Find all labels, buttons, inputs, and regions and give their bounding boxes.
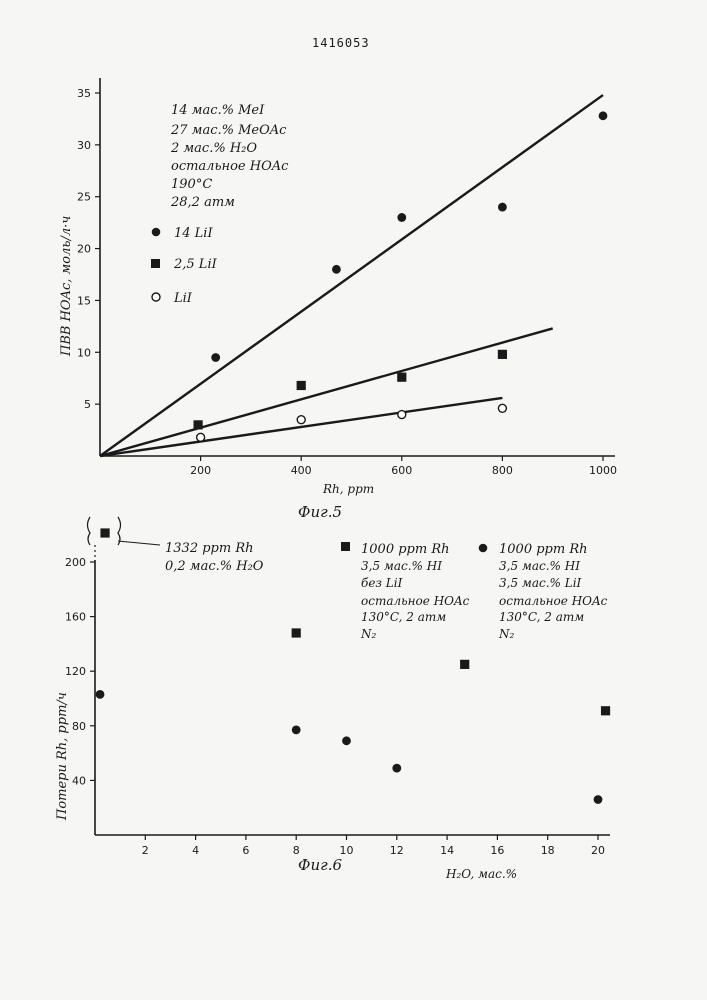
fig6-caption: Фиг.6 [298,856,342,874]
fig5-legend-label-lii: LiI [173,291,193,306]
fig6-legend-circle-line-1: 1000 ppm Rh [499,542,587,557]
fig5-x-tick-label: 400 [291,464,312,477]
fig5-y-tick-label: 25 [77,191,91,204]
fig6-note-1332-line-1: 1332 ppm Rh [165,541,253,556]
fig5-x-tick-label: 200 [190,464,211,477]
figure-5: 200 400 600 800 1000 5 10 15 20 25 30 35 14 мас.% M… [59,78,617,521]
fig5-legend-marker-lii [152,293,160,301]
fig5-y-tick-label: 30 [77,139,91,152]
fig6-x-tick-label: 4 [192,844,199,857]
fig5-condition-5: 190°C [171,177,212,192]
fig6-x-tick-label: 6 [242,844,249,857]
fig5-y-tick-label: 5 [84,398,91,411]
fig5-xlabel: Rh, ppm [322,482,374,496]
fig5-point-lii [197,433,205,441]
fig6-legend-marker-square [341,542,350,551]
fig5-legend-marker-14-lii [152,228,161,237]
fig6-point-1000-ppm-rh-0 [601,706,610,715]
fig5-point-2-5-lii [297,381,306,390]
fig5-condition-4: остальное HOAc [171,159,289,174]
fig6-x-tick-label: 14 [440,844,454,857]
fig6-x-tick-label: 12 [390,844,404,857]
fig5-point-lii [398,411,406,419]
fig5-condition-3: 2 мас.% H₂O [170,141,257,156]
fig6-legend-circle-line-5: 130°C, 2 атм [499,610,584,624]
fig6-point-1000-ppm-rh-1 [292,725,301,734]
fig5-y-tick-label: 35 [77,87,91,100]
fig6-point-1000-ppm-rh-1 [342,736,351,745]
fig5-x-tick-label: 800 [492,464,513,477]
fig5-fit-line-lii [100,398,502,456]
fig5-point-14-lii [332,265,341,274]
fig6-xlabel: H₂O, мас.% [445,867,517,881]
fig6-legend-square-line-5: 130°C, 2 атм [361,610,446,624]
fig5-fit-line-2-5-lii [100,328,553,456]
fig5-y-tick-label: 10 [77,346,91,359]
fig6-point-1000-ppm-rh-1 [594,795,603,804]
fig5-point-14-lii [599,111,608,120]
fig6-x-tick-label: 18 [541,844,555,857]
fig6-x-tick-label: 20 [591,844,605,857]
fig6-y-tick-label: 40 [72,774,86,787]
fig5-point-2-5-lii [193,420,202,429]
fig5-y-tick-label: 20 [77,243,91,256]
fig6-legend-circle-line-6: N₂ [498,627,515,641]
fig6-point-1000-ppm-rh-1 [392,764,401,773]
fig6-legend-square-line-1: 1000 ppm Rh [361,542,449,557]
fig5-point-2-5-lii [397,373,406,382]
fig6-point-1000-ppm-rh-0 [460,660,469,669]
fig5-caption: Фиг.5 [298,503,342,521]
fig5-condition-2: 27 мас.% MeOAc [170,123,287,138]
fig5-y-tick-label: 15 [77,294,91,307]
fig5-point-2-5-lii [498,350,507,359]
fig5-x-tick-label: 1000 [589,464,617,477]
fig6-x-tick-label: 16 [490,844,504,857]
fig6-point-1000-ppm-rh-0 [292,628,301,637]
fig6-note-1332-line-2: 0,2 мас.% H₂O [165,559,264,574]
fig6-legend-marker-circle [479,544,488,553]
fig6-axis-break [88,517,161,560]
fig5-legend-label-2-5-lii: 2,5 LiI [173,257,218,272]
fig5-condition-6: 28,2 атм [170,195,235,210]
fig6-legend-square-line-4: остальное HOAc [361,594,470,608]
fig5-ticks: 200 400 600 800 1000 5 10 15 20 25 30 35 [77,87,617,477]
fig6-legend-square-line-6: N₂ [360,627,377,641]
fig5-point-lii [498,404,506,412]
fig5-point-14-lii [397,213,406,222]
fig6-legend-square-line-3: без LiI [361,576,403,590]
fig6-y-tick-label: 80 [72,720,86,733]
fig5-point-14-lii [211,353,220,362]
fig5-point-14-lii [498,203,507,212]
fig5-x-tick-label: 600 [391,464,412,477]
fig5-point-lii [297,416,305,424]
figure-6: 24681012141618204080120160200 1332 ppm R… [55,517,610,881]
fig5-ylabel: ПВВ HOAc, моль/л·ч [59,216,74,357]
fig6-x-tick-label: 2 [142,844,149,857]
fig6-legend-circle-line-4: остальное HOAc [499,594,608,608]
fig6-legend-circle-line-3: 3,5 мас.% LiI [499,576,582,590]
fig6-legend-circle-line-2: 3,5 мас.% HI [499,559,580,573]
fig5-legend-marker-2-5-lii [151,259,160,268]
fig6-point-1000-ppm-rh-1 [96,690,105,699]
fig6-legend-square-line-2: 3,5 мас.% HI [361,559,442,573]
fig6-y-tick-label: 200 [65,556,86,569]
fig6-ylabel: Потери Rh, ppm/ч [55,692,70,821]
fig5-condition-1: 14 мас.% MeI [171,103,265,118]
fig6-y-tick-label: 160 [65,611,86,624]
fig6-point-1332-ppm-rh-2 [100,528,109,537]
fig6-y-tick-label: 120 [65,665,86,678]
fig5-legend-label-14-lii: 14 LiI [174,226,213,241]
